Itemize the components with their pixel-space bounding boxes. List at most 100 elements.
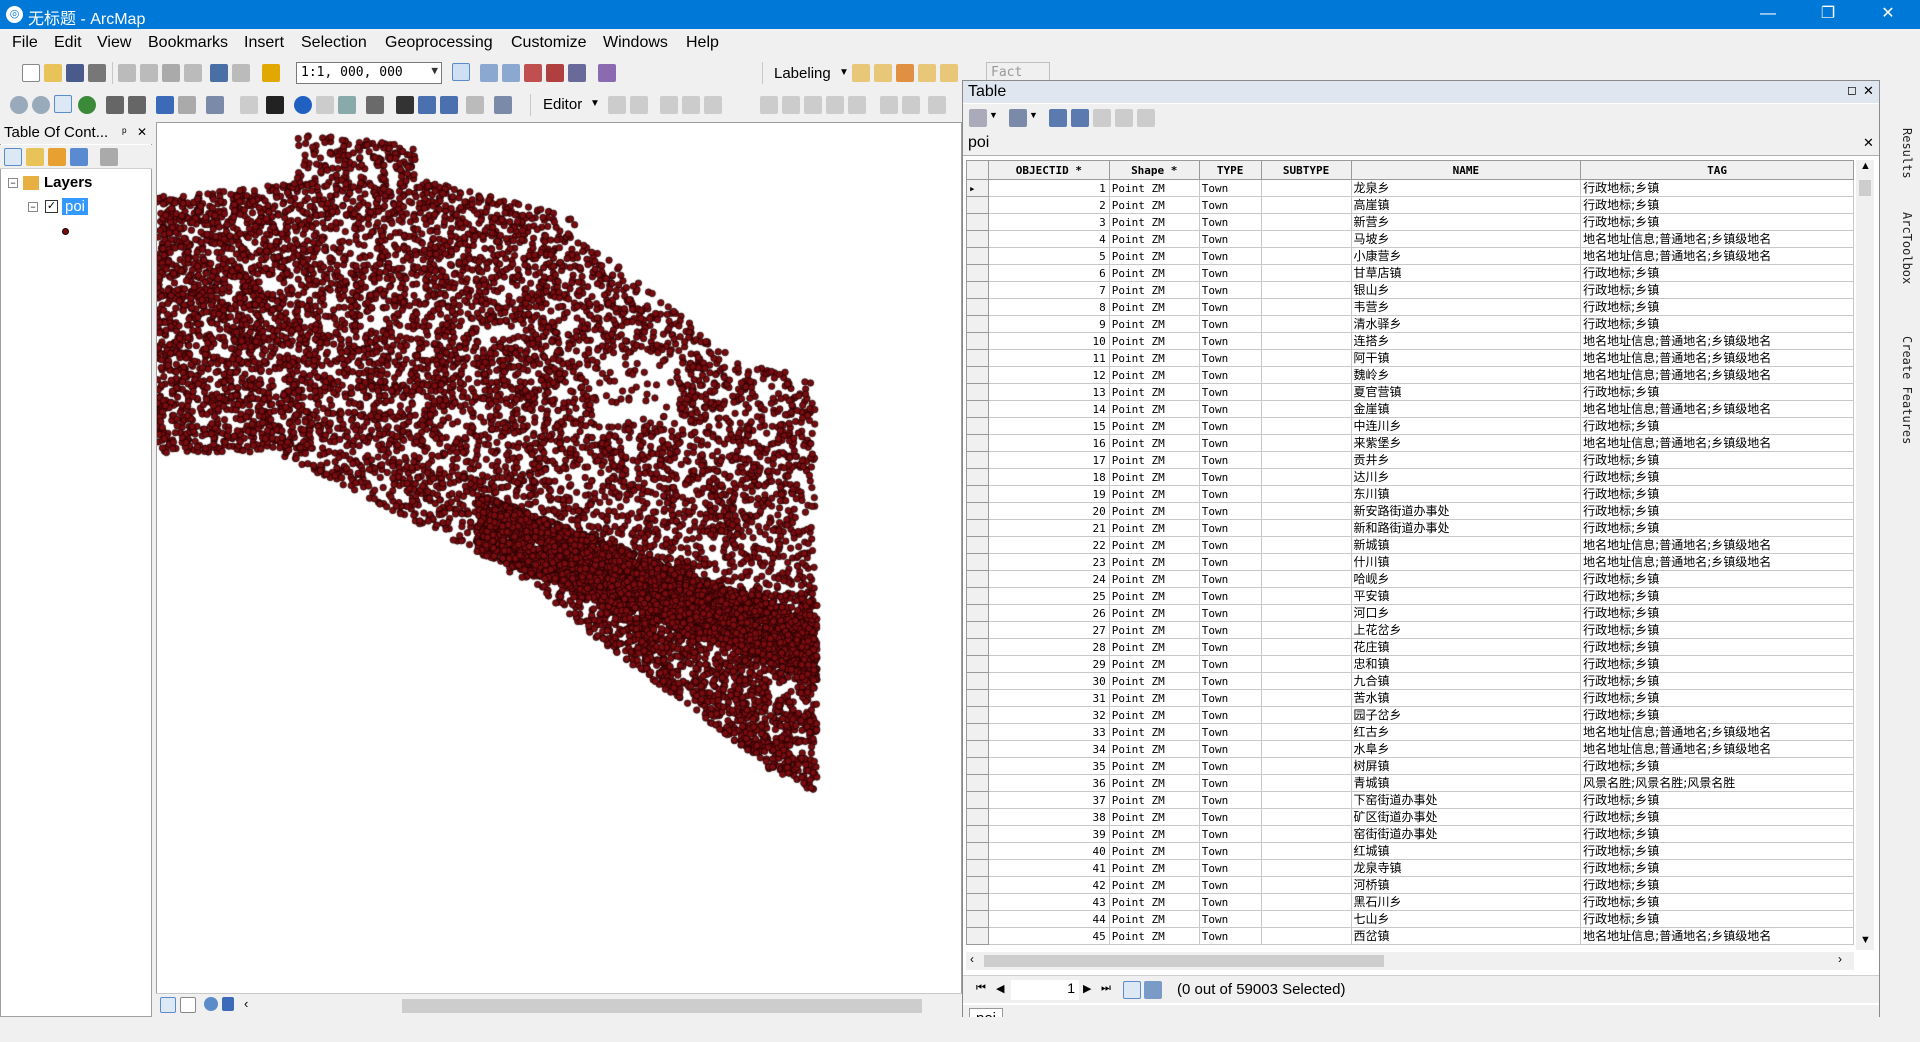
menu-edit[interactable]: Edit (54, 34, 82, 51)
cell-objectid[interactable]: 42 (987, 876, 1110, 894)
collapse-layers-icon[interactable]: − (8, 178, 18, 188)
cell-subtype[interactable] (1260, 825, 1352, 843)
cell-name[interactable]: 龙泉寺镇 (1350, 859, 1582, 877)
label-priority-icon[interactable] (896, 64, 914, 82)
find-icon[interactable] (396, 96, 414, 114)
cell-subtype[interactable] (1260, 451, 1352, 469)
map-scale-combo[interactable]: 1:1, 000, 000 ▼ (296, 62, 442, 84)
cell-subtype[interactable] (1260, 876, 1352, 894)
cell-name[interactable]: 高崖镇 (1350, 196, 1582, 214)
cell-tag[interactable]: 行政地标;乡镇 (1580, 621, 1854, 639)
row-selector[interactable] (966, 468, 989, 486)
zoom-in-icon[interactable] (10, 96, 28, 114)
open-folder-icon[interactable] (44, 64, 62, 82)
table-row[interactable]: 23 Point ZM Town 什川镇 地名地址信息;普通地名;乡镇级地名 (966, 553, 1854, 571)
cell-objectid[interactable]: 29 (987, 655, 1110, 673)
cell-objectid[interactable]: 10 (987, 332, 1110, 350)
collapse-layer-icon[interactable]: − (28, 202, 38, 212)
cell-objectid[interactable]: 28 (987, 638, 1110, 656)
cell-tag[interactable]: 行政地标;乡镇 (1580, 910, 1854, 928)
cell-shape[interactable]: Point ZM (1108, 213, 1200, 231)
table-row[interactable]: 26 Point ZM Town 河口乡 行政地标;乡镇 (966, 604, 1854, 622)
row-selector[interactable] (966, 740, 989, 758)
cell-type[interactable]: Town (1198, 502, 1262, 520)
cell-shape[interactable]: Point ZM (1108, 468, 1200, 486)
table-row[interactable]: 40 Point ZM Town 红城镇 行政地标;乡镇 (966, 842, 1854, 860)
row-selector[interactable] (966, 298, 989, 316)
cell-type[interactable]: Town (1198, 315, 1262, 333)
cell-shape[interactable]: Point ZM (1108, 247, 1200, 265)
cell-subtype[interactable] (1260, 179, 1352, 197)
cell-shape[interactable]: Point ZM (1108, 281, 1200, 299)
cell-type[interactable]: Town (1198, 400, 1262, 418)
row-selector[interactable] (966, 366, 989, 384)
pan-icon[interactable] (54, 95, 72, 113)
cell-subtype[interactable] (1260, 332, 1352, 350)
cell-type[interactable]: Town (1198, 740, 1262, 758)
cell-name[interactable]: 魏岭乡 (1350, 366, 1582, 384)
cell-type[interactable]: Town (1198, 485, 1262, 503)
cell-objectid[interactable]: 1 (987, 179, 1110, 197)
scroll-up-icon[interactable]: ▲ (1860, 160, 1871, 172)
show-selected-records-icon[interactable] (1144, 981, 1162, 999)
cell-tag[interactable]: 行政地标;乡镇 (1580, 842, 1854, 860)
print-icon[interactable] (88, 64, 106, 82)
table-row[interactable]: 2 Point ZM Town 高崖镇 行政地标;乡镇 (966, 196, 1854, 214)
cell-tag[interactable]: 行政地标;乡镇 (1580, 791, 1854, 809)
layer-name-poi[interactable]: poi (62, 198, 89, 215)
cell-tag[interactable]: 行政地标;乡镇 (1580, 876, 1854, 894)
endpoint-arc-icon[interactable] (682, 96, 700, 114)
row-selector[interactable] (966, 553, 989, 571)
cell-type[interactable]: Town (1198, 621, 1262, 639)
cell-subtype[interactable] (1260, 621, 1352, 639)
map-display[interactable] (156, 122, 962, 1017)
chevron-down-icon[interactable]: ▼ (431, 64, 438, 77)
cell-tag[interactable]: 地名地址信息;普通地名;乡镇级地名 (1580, 553, 1854, 571)
cell-tag[interactable]: 行政地标;乡镇 (1580, 264, 1854, 282)
table-vertical-scrollbar[interactable]: ▲ ▼ (1856, 160, 1874, 950)
row-selector[interactable] (966, 281, 989, 299)
cell-tag[interactable]: 行政地标;乡镇 (1580, 213, 1854, 231)
measure-icon[interactable] (366, 96, 384, 114)
row-selector[interactable] (966, 383, 989, 401)
cell-tag[interactable]: 地名地址信息;普通地名;乡镇级地名 (1580, 740, 1854, 758)
cell-type[interactable]: Town (1198, 213, 1262, 231)
cell-type[interactable]: Town (1198, 451, 1262, 469)
cell-tag[interactable]: 行政地标;乡镇 (1580, 298, 1854, 316)
cell-subtype[interactable] (1260, 672, 1352, 690)
redo-icon[interactable] (232, 64, 250, 82)
cell-shape[interactable]: Point ZM (1108, 434, 1200, 452)
layout-view-icon[interactable] (180, 997, 196, 1013)
cell-name[interactable]: 青城镇 (1350, 774, 1582, 792)
cell-objectid[interactable]: 34 (987, 740, 1110, 758)
cell-type[interactable]: Town (1198, 383, 1262, 401)
cell-subtype[interactable] (1260, 264, 1352, 282)
cell-name[interactable]: 红城镇 (1350, 842, 1582, 860)
cell-subtype[interactable] (1260, 910, 1352, 928)
table-row[interactable]: 34 Point ZM Town 水阜乡 地名地址信息;普通地名;乡镇级地名 (966, 740, 1854, 758)
cell-shape[interactable]: Point ZM (1108, 706, 1200, 724)
cell-subtype[interactable] (1260, 927, 1352, 945)
row-selector[interactable] (966, 689, 989, 707)
table-row[interactable]: 10 Point ZM Town 连搭乡 地名地址信息;普通地名;乡镇级地名 (966, 332, 1854, 350)
python-window-icon[interactable] (568, 64, 586, 82)
cell-tag[interactable]: 行政地标;乡镇 (1580, 638, 1854, 656)
cell-tag[interactable]: 行政地标;乡镇 (1580, 451, 1854, 469)
cell-name[interactable]: 河桥镇 (1350, 876, 1582, 894)
show-all-records-icon[interactable] (1123, 981, 1141, 999)
cell-tag[interactable]: 行政地标;乡镇 (1580, 196, 1854, 214)
cell-name[interactable]: 阿干镇 (1350, 349, 1582, 367)
cell-type[interactable]: Town (1198, 536, 1262, 554)
row-selector[interactable] (966, 672, 989, 690)
arctoolbox-icon[interactable] (546, 64, 564, 82)
row-selector[interactable] (966, 859, 989, 877)
cell-subtype[interactable] (1260, 366, 1352, 384)
table-row[interactable]: 11 Point ZM Town 阿干镇 地名地址信息;普通地名;乡镇级地名 (966, 349, 1854, 367)
cell-type[interactable]: Town (1198, 230, 1262, 248)
cell-subtype[interactable] (1260, 859, 1352, 877)
row-selector[interactable] (966, 808, 989, 826)
cell-tag[interactable]: 地名地址信息;普通地名;乡镇级地名 (1580, 434, 1854, 452)
row-selector[interactable] (966, 876, 989, 894)
cell-type[interactable]: Town (1198, 519, 1262, 537)
cell-subtype[interactable] (1260, 638, 1352, 656)
